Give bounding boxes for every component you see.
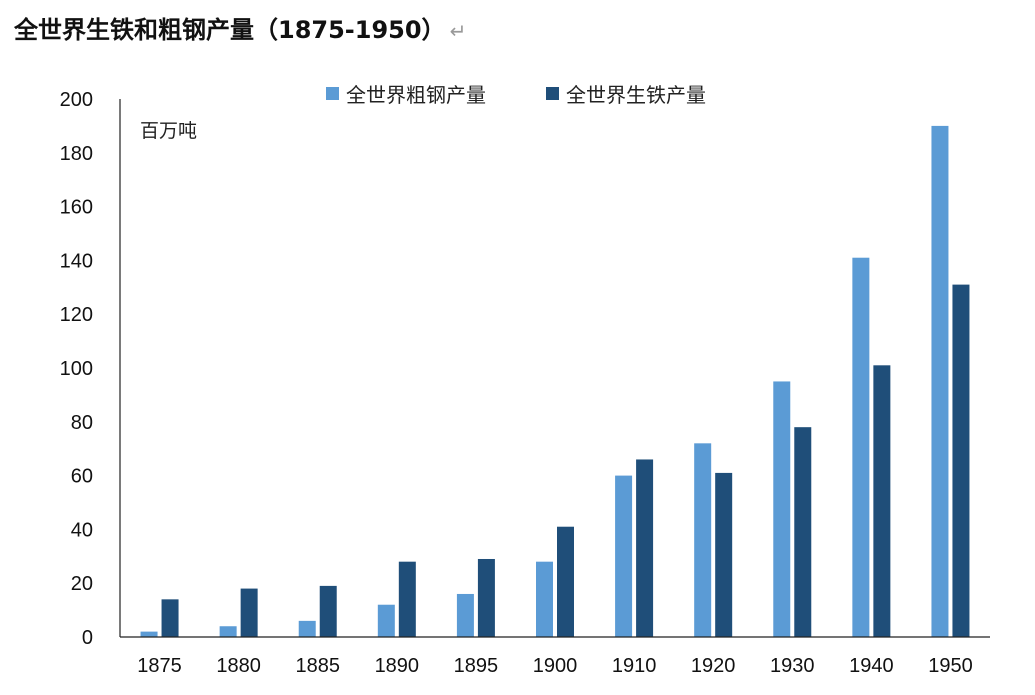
bar-steel-1880 (219, 626, 237, 637)
y-tick-label: 100 (60, 358, 93, 380)
bar-iron-1890 (398, 561, 416, 637)
bar-steel-1890 (377, 604, 395, 637)
bar-steel-1885 (298, 620, 316, 637)
bar-steel-1920 (694, 443, 712, 637)
y-tick-label: 80 (71, 412, 93, 434)
x-tick-label: 1930 (770, 655, 815, 677)
y-tick-label: 160 (60, 197, 93, 219)
x-tick-label: 1885 (295, 655, 340, 677)
bar-steel-1895 (456, 593, 474, 637)
bar-steel-1950 (931, 125, 949, 638)
chart-title-text: 全世界生铁和粗钢产量（1875-1950） (14, 16, 446, 44)
bar-iron-1900 (557, 526, 574, 637)
bars (140, 125, 970, 638)
y-unit-label: 百万吨 (140, 120, 197, 142)
y-tick-label: 0 (82, 627, 93, 649)
return-mark-icon: ↵ (449, 19, 467, 43)
bar-iron-1920 (715, 472, 733, 637)
x-tick-label: 1880 (216, 655, 261, 677)
legend-swatch-steel (326, 87, 339, 100)
x-tick-label: 1875 (137, 655, 182, 677)
x-axis-ticks: 1875 1880 1885 1890 1895 1900 1910 1920 1930 1940… (137, 655, 972, 677)
y-tick-label: 120 (60, 304, 93, 326)
chart-title: 全世界生铁和粗钢产量（1875-1950） ↵ (14, 10, 466, 45)
bar-steel-1900 (536, 561, 553, 637)
y-tick-label: 140 (60, 250, 93, 272)
bar-steel-1940 (852, 257, 870, 637)
bar-iron-1950 (952, 284, 970, 637)
bar-iron-1875 (161, 599, 179, 637)
y-tick-label: 200 (60, 89, 93, 111)
x-tick-label: 1895 (454, 655, 499, 677)
bar-iron-1940 (873, 365, 891, 637)
legend-label-steel: 全世界粗钢产量 (346, 83, 486, 107)
y-tick-label: 20 (71, 573, 93, 595)
y-tick-label: 180 (60, 143, 93, 165)
bar-iron-1880 (240, 588, 258, 637)
bar-steel-1875 (140, 631, 158, 637)
x-tick-label: 1900 (533, 655, 578, 677)
x-tick-label: 1940 (849, 655, 894, 677)
x-tick-label: 1920 (691, 655, 736, 677)
legend-swatch-iron (546, 87, 559, 100)
bar-iron-1895 (477, 558, 495, 637)
bar-iron-1885 (319, 585, 337, 637)
x-tick-label: 1950 (928, 655, 973, 677)
y-axis-ticks: 0 20 40 60 80 100 120 140 160 180 200 (60, 89, 93, 649)
bar-iron-1910 (636, 459, 654, 637)
bar-steel-1910 (615, 475, 633, 637)
y-tick-label: 60 (71, 466, 93, 488)
legend: 全世界粗钢产量 全世界生铁产量 (326, 83, 706, 107)
x-tick-label: 1890 (375, 655, 420, 677)
bar-steel-1930 (773, 381, 791, 637)
x-tick-label: 1910 (612, 655, 657, 677)
legend-label-iron: 全世界生铁产量 (566, 83, 706, 107)
y-tick-label: 40 (71, 519, 93, 541)
bar-iron-1930 (794, 427, 812, 637)
